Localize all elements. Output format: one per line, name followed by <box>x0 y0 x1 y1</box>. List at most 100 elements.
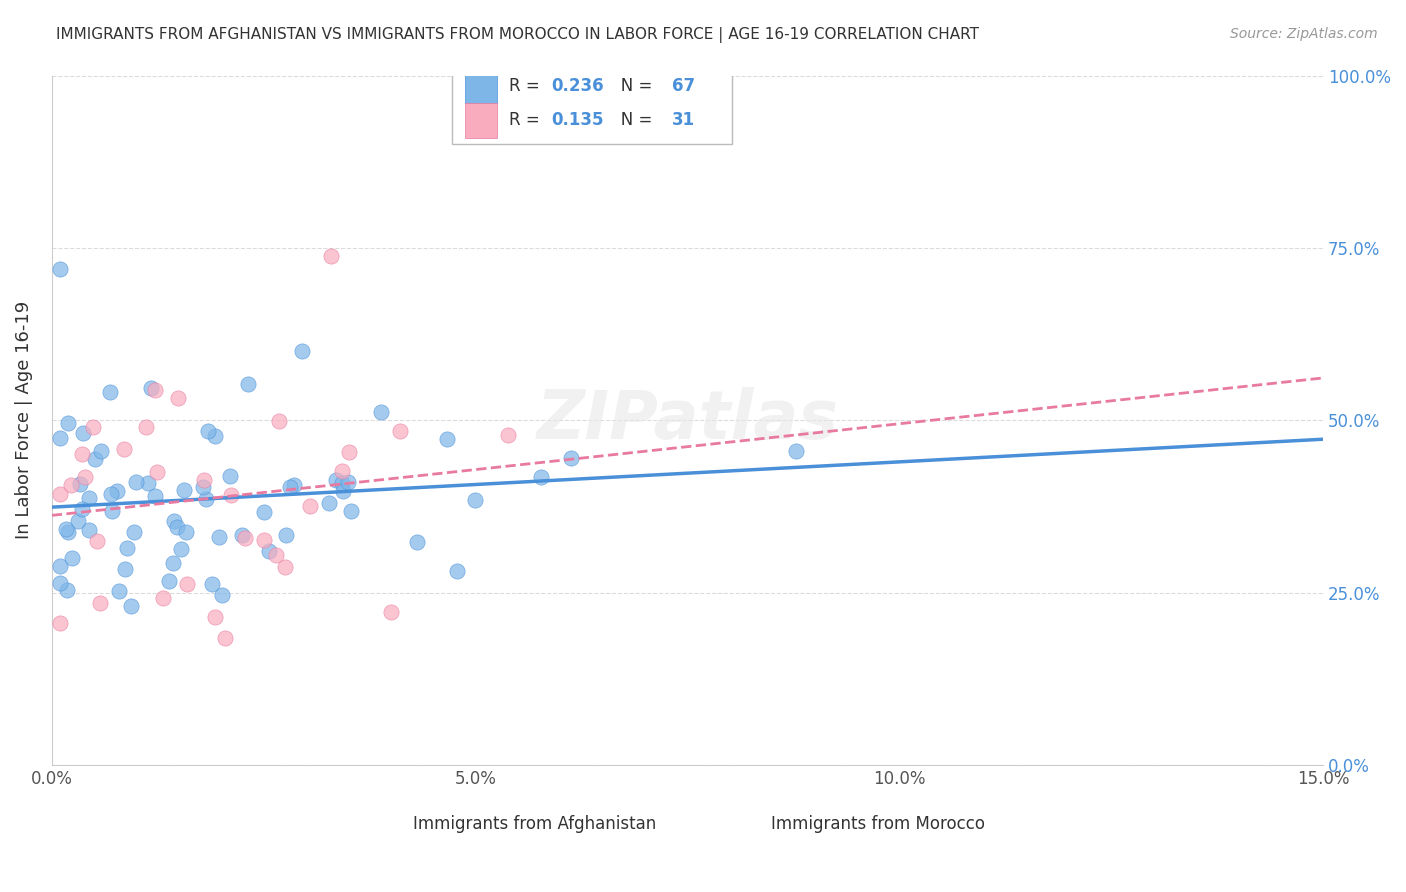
Immigrants from Afghanistan <box>136 475 159 490</box>
Immigrants from Afghanistan <box>236 376 259 391</box>
Immigrants from Morocco <box>298 500 321 514</box>
Immigrants from Afghanistan <box>139 381 162 395</box>
Immigrants from Afghanistan <box>49 261 72 276</box>
Immigrants from Afghanistan <box>49 431 72 445</box>
Immigrants from Afghanistan <box>785 444 807 458</box>
Immigrants from Afghanistan <box>56 583 79 598</box>
Immigrants from Morocco <box>233 531 256 545</box>
Text: Immigrants from Morocco: Immigrants from Morocco <box>770 814 986 832</box>
Immigrants from Afghanistan <box>122 524 145 539</box>
Immigrants from Afghanistan <box>278 480 301 494</box>
Immigrants from Morocco <box>59 478 82 492</box>
Immigrants from Morocco <box>221 488 243 502</box>
Immigrants from Afghanistan <box>60 550 83 565</box>
Immigrants from Afghanistan <box>101 504 124 518</box>
Immigrants from Afghanistan <box>105 483 128 498</box>
Immigrants from Afghanistan <box>72 426 94 441</box>
Immigrants from Morocco <box>253 533 276 548</box>
Immigrants from Morocco <box>388 424 411 438</box>
Immigrants from Afghanistan <box>125 475 148 489</box>
Text: R =: R = <box>509 77 546 95</box>
Immigrants from Afghanistan <box>211 588 233 602</box>
Immigrants from Afghanistan <box>436 432 458 446</box>
Immigrants from Afghanistan <box>257 544 280 558</box>
Immigrants from Afghanistan <box>530 469 553 483</box>
Immigrants from Afghanistan <box>405 535 427 549</box>
Immigrants from Morocco <box>214 631 236 645</box>
Immigrants from Afghanistan <box>464 493 486 508</box>
Immigrants from Morocco <box>193 474 215 488</box>
Circle shape <box>387 815 416 832</box>
Immigrants from Afghanistan <box>49 575 72 590</box>
Immigrants from Afghanistan <box>69 477 91 491</box>
Immigrants from Afghanistan <box>219 469 242 483</box>
Immigrants from Afghanistan <box>114 562 136 576</box>
Immigrants from Afghanistan <box>446 565 468 579</box>
Immigrants from Afghanistan <box>79 523 101 537</box>
Immigrants from Morocco <box>330 465 353 479</box>
Immigrants from Afghanistan <box>115 541 138 555</box>
Immigrants from Afghanistan <box>340 503 363 517</box>
Immigrants from Afghanistan <box>143 490 166 504</box>
Immigrants from Afghanistan <box>58 524 80 539</box>
Immigrants from Afghanistan <box>194 491 217 506</box>
Immigrants from Morocco <box>337 445 360 459</box>
Immigrants from Afghanistan <box>283 478 305 492</box>
Immigrants from Afghanistan <box>318 495 340 509</box>
Immigrants from Afghanistan <box>107 583 129 598</box>
Text: N =: N = <box>605 112 658 129</box>
Immigrants from Afghanistan <box>332 483 354 498</box>
Immigrants from Afghanistan <box>174 525 197 540</box>
Immigrants from Afghanistan <box>560 451 582 466</box>
Immigrants from Morocco <box>49 616 72 631</box>
FancyBboxPatch shape <box>465 103 496 137</box>
Immigrants from Afghanistan <box>274 528 297 542</box>
Immigrants from Afghanistan <box>100 487 122 501</box>
Immigrants from Afghanistan <box>55 522 77 536</box>
Immigrants from Afghanistan <box>162 557 184 571</box>
Immigrants from Afghanistan <box>197 424 219 438</box>
Immigrants from Afghanistan <box>72 502 94 516</box>
Immigrants from Afghanistan <box>191 480 214 494</box>
Text: R =: R = <box>509 112 546 129</box>
Text: ZIPatlas: ZIPatlas <box>537 387 838 453</box>
Immigrants from Morocco <box>496 427 519 442</box>
Text: 67: 67 <box>672 77 696 95</box>
Immigrants from Morocco <box>112 442 135 456</box>
Immigrants from Morocco <box>49 487 72 501</box>
Immigrants from Afghanistan <box>163 514 186 528</box>
Immigrants from Afghanistan <box>56 416 79 430</box>
Immigrants from Morocco <box>82 419 104 434</box>
Text: Immigrants from Afghanistan: Immigrants from Afghanistan <box>413 814 657 832</box>
Immigrants from Afghanistan <box>325 473 347 487</box>
Immigrants from Afghanistan <box>90 444 112 458</box>
Text: 0.135: 0.135 <box>551 112 605 129</box>
Text: N =: N = <box>605 77 658 95</box>
Immigrants from Morocco <box>143 383 166 397</box>
Immigrants from Afghanistan <box>49 558 72 573</box>
Immigrants from Afghanistan <box>291 344 314 359</box>
Immigrants from Morocco <box>269 414 291 428</box>
Immigrants from Afghanistan <box>170 541 193 556</box>
Immigrants from Afghanistan <box>207 530 229 544</box>
Immigrants from Morocco <box>380 605 402 619</box>
Text: 0.236: 0.236 <box>551 77 605 95</box>
Immigrants from Afghanistan <box>120 599 142 614</box>
Immigrants from Morocco <box>166 391 188 405</box>
FancyBboxPatch shape <box>453 62 733 145</box>
Immigrants from Morocco <box>89 596 111 610</box>
FancyBboxPatch shape <box>465 69 496 103</box>
Immigrants from Afghanistan <box>370 405 392 419</box>
Immigrants from Afghanistan <box>173 483 195 498</box>
Y-axis label: In Labor Force | Age 16-19: In Labor Force | Age 16-19 <box>15 301 32 540</box>
Immigrants from Morocco <box>86 533 108 548</box>
Immigrants from Afghanistan <box>204 429 226 443</box>
Immigrants from Morocco <box>264 548 287 562</box>
Immigrants from Afghanistan <box>98 384 121 399</box>
Immigrants from Afghanistan <box>337 475 360 489</box>
Text: 31: 31 <box>672 112 696 129</box>
Immigrants from Afghanistan <box>166 520 188 534</box>
Immigrants from Afghanistan <box>157 574 180 588</box>
Immigrants from Morocco <box>73 470 96 484</box>
Immigrants from Morocco <box>152 591 174 605</box>
